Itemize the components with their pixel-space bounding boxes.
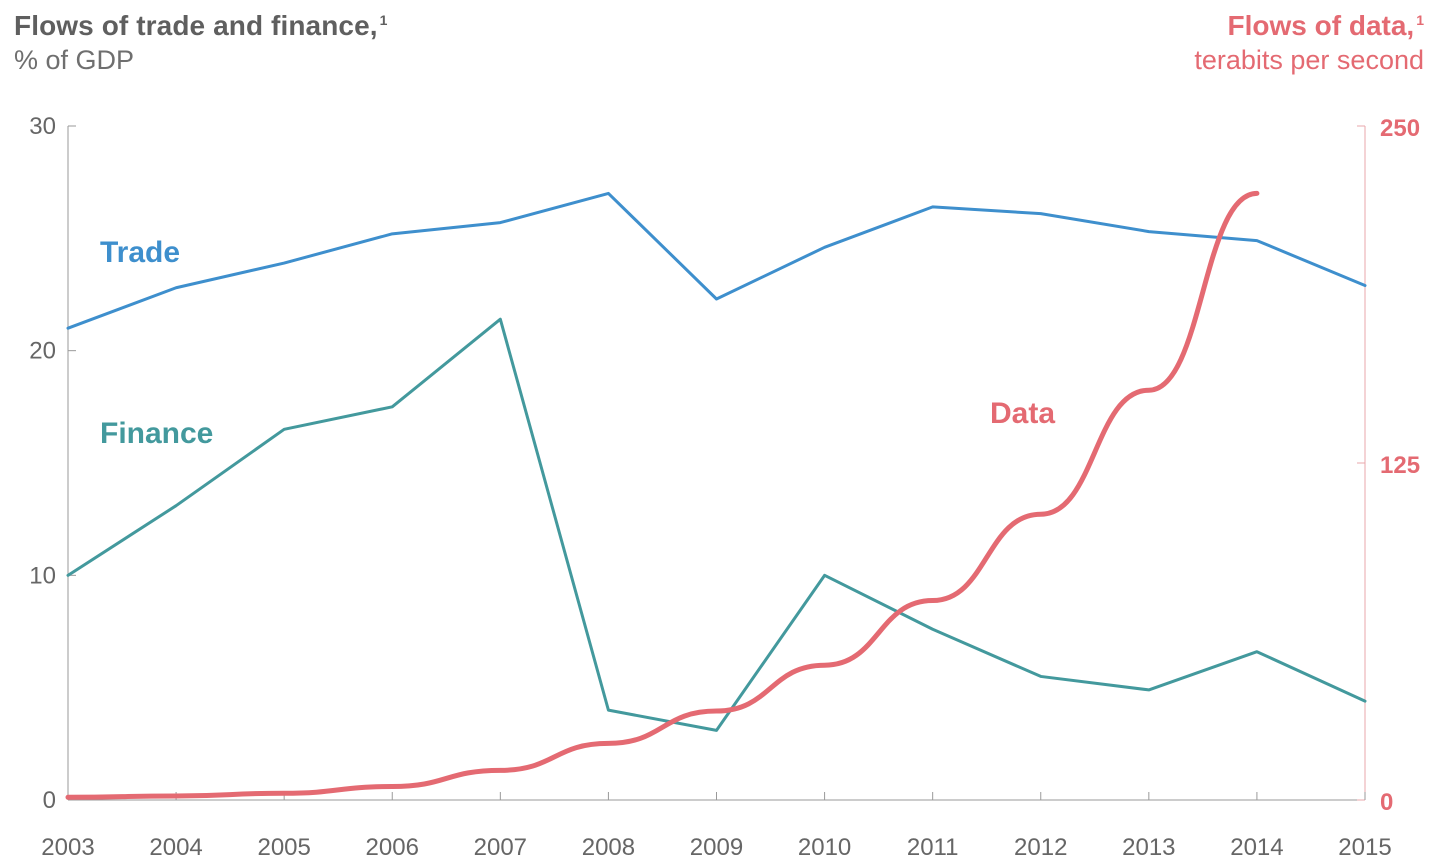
x-axis-tick-label-8: 2011 — [907, 834, 959, 859]
x-axis-tick-label-12: 2015 — [1338, 834, 1391, 859]
x-axis-tick-label-1: 2004 — [149, 834, 202, 859]
right-axis-title-text: Flows of data, — [1227, 10, 1415, 41]
trade-series-line — [66, 191, 1367, 330]
x-axis-tick-label-9: 2012 — [1014, 834, 1067, 859]
left-axis-tick-label-1: 10 — [29, 562, 56, 589]
x-axis-tick-label-6: 2009 — [690, 834, 743, 859]
left-axis-title-note: 1 — [379, 12, 388, 28]
x-axis-tick-label-7: 2010 — [798, 834, 851, 859]
x-axis-tick-label-11: 2014 — [1230, 834, 1283, 859]
left-axis-title-text: Flows of trade and finance, — [14, 10, 378, 41]
x-axis-tick-label-4: 2007 — [474, 834, 527, 859]
trade-series-label: Trade — [100, 236, 180, 269]
right-axis-subtitle: terabits per second — [1194, 45, 1424, 75]
right-axis-ticks: 0 125 250 — [1357, 115, 1420, 816]
left-axis-tick-label-3: 30 — [29, 113, 56, 140]
x-axis-tick-label-0: 2003 — [41, 834, 94, 859]
left-axis-title: Flows of trade and finance, 1 — [14, 10, 388, 42]
x-axis-tick-label-10: 2013 — [1122, 834, 1175, 859]
data-series-line — [65, 190, 1260, 800]
left-axis-tick-label-0: 0 — [43, 787, 56, 814]
finance-series-label: Finance — [100, 417, 213, 450]
right-axis-title-note: 1 — [1416, 12, 1424, 28]
data-series-label: Data — [990, 397, 1055, 430]
right-axis-tick-label-2: 250 — [1380, 115, 1420, 142]
x-axis-tick-label-3: 2006 — [366, 834, 419, 859]
left-axis-subtitle: % of GDP — [14, 45, 135, 75]
right-axis-title: Flows of data, 1 — [1228, 10, 1424, 42]
x-axis-tick-label-2: 2005 — [257, 834, 310, 859]
left-axis-tick-label-2: 20 — [29, 338, 56, 365]
left-axis-ticks: 0 10 20 30 — [29, 113, 76, 814]
x-axis-tick-label-5: 2008 — [582, 834, 635, 859]
series-layer — [65, 190, 1367, 800]
right-axis-tick-label-0: 0 — [1380, 789, 1393, 816]
right-axis-tick-label-1: 125 — [1380, 452, 1420, 479]
x-axis-ticks: 2003 2004 2005 2006 2007 2008 2009 2010 2011 2012… — [41, 792, 1392, 859]
